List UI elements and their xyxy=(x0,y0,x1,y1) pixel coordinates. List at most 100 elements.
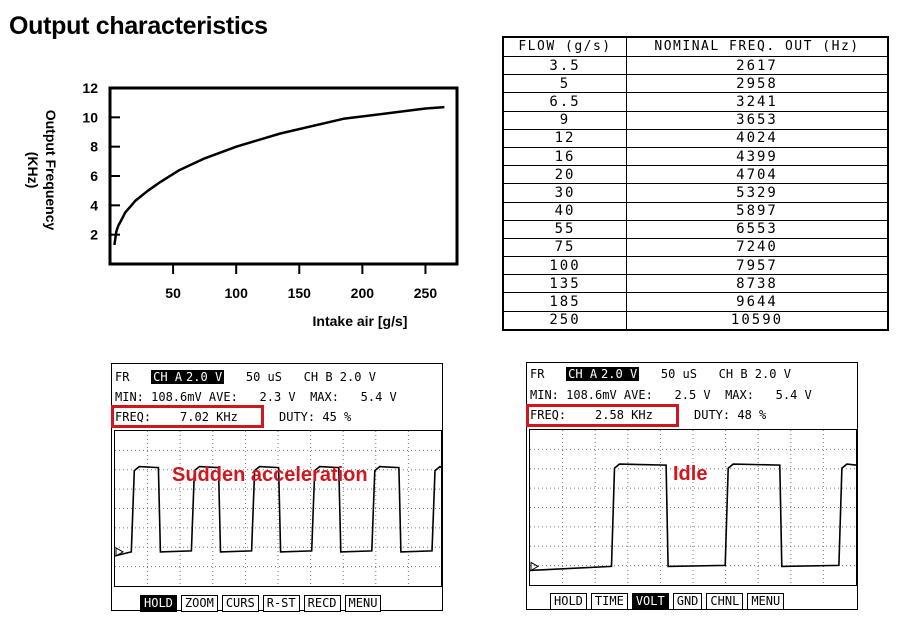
scope-waveform-area xyxy=(114,431,442,586)
plot-frame xyxy=(108,86,459,266)
flow-cell: 40 xyxy=(502,201,627,221)
scope-frequency: FREQ: 2.58 KHz xyxy=(530,408,653,422)
signal-waveform xyxy=(114,465,442,557)
table-row: 30 5329 xyxy=(502,183,889,203)
scope-button-menu[interactable]: MENU xyxy=(747,593,785,610)
scope-button-r-st[interactable]: R-ST xyxy=(262,595,300,612)
scope-button-hold[interactable]: HOLD xyxy=(140,595,177,612)
timebase: 50 uS xyxy=(660,367,697,381)
signal-waveform xyxy=(529,463,857,572)
frequency-curve-line xyxy=(113,105,445,246)
flow-cell: 250 xyxy=(502,310,627,331)
scope-header: FR CH A 2.0 V 50 uS CH B 2.0 V xyxy=(530,367,791,381)
y-tick-label: 6 xyxy=(90,168,98,184)
channel-a-label: CH A xyxy=(566,367,600,381)
timebase: 50 uS xyxy=(245,370,282,384)
x-axis-label: Intake air [g/s] xyxy=(313,313,408,329)
flow-cell: 135 xyxy=(502,274,627,294)
scope-button-gnd[interactable]: GND xyxy=(672,593,703,610)
flow-cell: 185 xyxy=(502,292,627,312)
scope-stats: MIN: 108.6mV AVE: 2.3 V MAX: 5.4 V xyxy=(115,390,397,404)
table-row: 135 8738 xyxy=(502,274,889,294)
table-row: 9 3653 xyxy=(502,110,889,130)
table-row: 20 4704 xyxy=(502,165,889,185)
x-tick-label: 200 xyxy=(351,285,375,301)
channel-b-label: CH B 2.0 V xyxy=(718,367,791,381)
x-tick-label: 150 xyxy=(288,285,312,301)
scope-button-hold[interactable]: HOLD xyxy=(550,593,587,610)
frequency-cell: 5897 xyxy=(626,201,889,221)
table-row: 3.5 2617 xyxy=(502,55,889,76)
flow-cell: 20 xyxy=(502,165,627,185)
page-title: Output characteristics xyxy=(9,12,268,40)
frequency-cell: 6553 xyxy=(626,219,889,239)
flow-cell: 6.5 xyxy=(502,92,627,112)
y-tick-label: 12 xyxy=(82,80,98,96)
flow-frequency-table: FLOW (g/s) NOMINAL FREQ. OUT (Hz) 3.5 261… xyxy=(502,36,889,331)
table-row: 12 4024 xyxy=(502,128,889,148)
table-row: 16 4399 xyxy=(502,146,889,167)
y-axis-label: Output Frequency xyxy=(43,110,59,231)
frequency-cell: 10590 xyxy=(626,310,889,331)
frequency-cell: 3241 xyxy=(626,92,889,112)
flow-cell: 55 xyxy=(502,219,627,239)
flow-cell: 12 xyxy=(502,128,627,148)
scope-sudden-acceleration: FR CH A 2.0 V 50 uS CH B 2.0 V MIN: 108.6… xyxy=(111,363,443,612)
table-row: 250 10590 xyxy=(502,310,889,331)
frequency-cell: 4024 xyxy=(626,128,889,148)
column-header-frequency: NOMINAL FREQ. OUT (Hz) xyxy=(626,36,889,57)
flow-cell: 5 xyxy=(502,74,627,94)
x-tick-label: 100 xyxy=(225,285,249,301)
scope-button-recd[interactable]: RECD xyxy=(303,595,341,612)
frequency-highlight-box xyxy=(526,404,679,427)
scope-header: FR CH A 2.0 V 50 uS CH B 2.0 V xyxy=(115,370,376,384)
scope-button-zoom[interactable]: ZOOM xyxy=(180,595,218,612)
channel-a-scale: 2.0 V xyxy=(184,370,225,384)
scope-screen xyxy=(529,429,857,586)
frequency-cell: 2958 xyxy=(626,74,889,94)
scope-button-curs[interactable]: CURS xyxy=(221,595,259,612)
y-tick-label: 8 xyxy=(90,139,98,155)
frequency-highlight-box xyxy=(111,405,264,428)
x-tick-label: 50 xyxy=(165,285,181,301)
table-row: 40 5897 xyxy=(502,201,889,221)
fr-label: FR xyxy=(530,367,545,381)
ground-marker-icon xyxy=(115,547,125,557)
frequency-cell: 9644 xyxy=(626,292,889,312)
y-axis-unit-label: (KHz) xyxy=(25,152,41,189)
flow-cell: 3.5 xyxy=(502,55,627,76)
ground-marker-icon xyxy=(530,561,540,572)
y-tick-label: 4 xyxy=(90,197,98,213)
scope-duty: DUTY: 45 % xyxy=(279,410,352,424)
scope-button-time[interactable]: TIME xyxy=(590,593,628,610)
table-row: 5 2958 xyxy=(502,74,889,94)
scope-waveform-area xyxy=(529,430,857,585)
scope-button-volt[interactable]: VOLT xyxy=(631,593,669,610)
table-row: 55 6553 xyxy=(502,219,889,239)
scope-button-menu[interactable]: MENU xyxy=(344,595,382,612)
scope-mode-label: Idle xyxy=(673,463,708,485)
scope-screen xyxy=(114,430,442,587)
scope-button-bar: HOLD ZOOM CURS R-ST RECD MENU xyxy=(140,595,382,612)
x-tick-label: 250 xyxy=(414,285,438,301)
frequency-cell: 8738 xyxy=(626,274,889,294)
flow-cell: 30 xyxy=(502,183,627,203)
flow-cell: 9 xyxy=(502,110,627,130)
scope-frequency: FREQ: 7.02 KHz xyxy=(115,410,238,424)
frequency-cell: 7957 xyxy=(626,256,889,276)
flow-cell: 100 xyxy=(502,256,627,276)
table-row: 185 9644 xyxy=(502,292,889,312)
table-row: 75 7240 xyxy=(502,237,889,258)
scope-mode-label: Sudden acceleration xyxy=(172,464,368,486)
scope-button-bar: HOLD TIME VOLT GND CHNL MENU xyxy=(550,593,785,610)
scope-button-chnl[interactable]: CHNL xyxy=(706,593,744,610)
scope-duty: DUTY: 48 % xyxy=(694,408,767,422)
frequency-cell: 3653 xyxy=(626,110,889,130)
frequency-cell: 5329 xyxy=(626,183,889,203)
fr-label: FR xyxy=(115,370,130,384)
table-row: 100 7957 xyxy=(502,256,889,276)
scope-stats: MIN: 108.6mV AVE: 2.5 V MAX: 5.4 V xyxy=(530,388,812,402)
column-header-flow: FLOW (g/s) xyxy=(502,36,627,57)
table-row: 6.5 3241 xyxy=(502,92,889,112)
